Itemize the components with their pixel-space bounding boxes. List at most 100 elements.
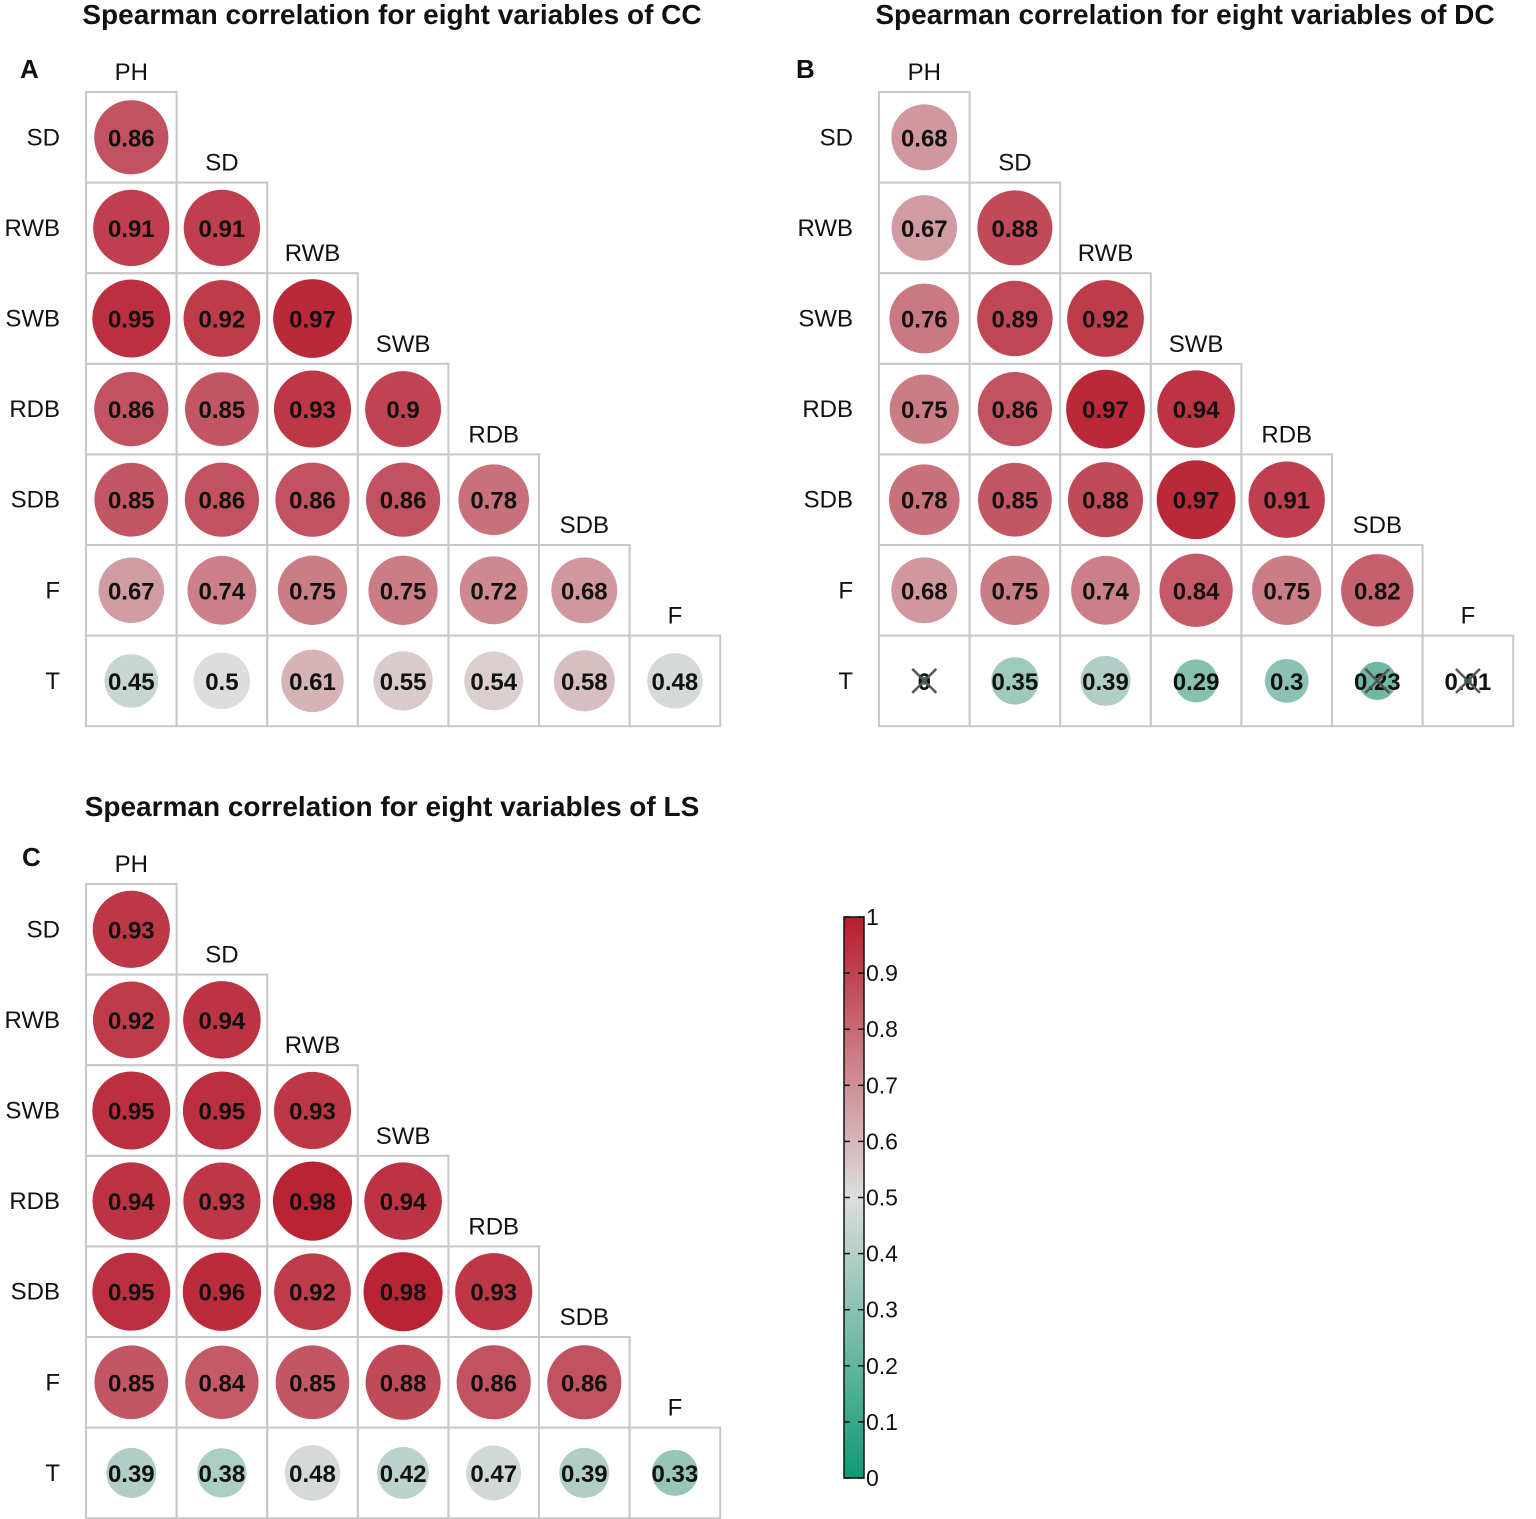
correlation-value: 0.98 — [289, 1189, 336, 1216]
correlation-value: 0.82 — [1354, 578, 1401, 605]
correlation-value: 0.75 — [1263, 578, 1310, 605]
correlation-value: 0.86 — [470, 1370, 517, 1397]
column-label-swb: SWB — [376, 331, 431, 358]
correlation-value: 0.92 — [1082, 307, 1129, 334]
correlation-circle — [185, 372, 259, 446]
correlation-circle — [1248, 461, 1325, 538]
correlation-circle — [1159, 553, 1233, 627]
correlation-circle — [277, 555, 348, 625]
correlation-circle — [92, 279, 171, 358]
correlation-circle — [889, 374, 959, 444]
correlation-circle — [92, 1071, 171, 1150]
row-label-sdb: SDB — [804, 487, 853, 514]
correlation-value: 0.74 — [1082, 578, 1129, 605]
correlation-value: 0.75 — [289, 578, 336, 605]
correlation-circle — [977, 280, 1053, 357]
correlation-circle — [651, 1449, 698, 1496]
column-label-rdb: RDB — [1261, 421, 1312, 448]
correlation-value: 0.91 — [199, 216, 246, 243]
correlation-value: 0.85 — [289, 1370, 336, 1397]
correlation-value: 0.39 — [108, 1461, 155, 1488]
correlation-circle — [1264, 658, 1309, 703]
row-label-t: T — [838, 668, 853, 695]
correlation-circle — [363, 1252, 443, 1332]
correlation-value: 0.86 — [561, 1370, 608, 1397]
insignificant-cross-mark — [911, 668, 938, 694]
correlation-value: 0.58 — [561, 669, 608, 696]
correlation-circle — [93, 189, 170, 267]
correlation-value: 0.85 — [199, 397, 246, 424]
correlation-value: 0.93 — [470, 1280, 517, 1307]
insignificant-cross-mark — [1364, 668, 1391, 694]
column-label-sdb: SDB — [1353, 512, 1402, 539]
correlation-value: 0.86 — [108, 125, 155, 152]
correlation-value: 0.54 — [470, 669, 517, 696]
column-label-swb: SWB — [376, 1123, 431, 1150]
correlation-value: 0.94 — [199, 1008, 246, 1035]
column-label-sd: SD — [205, 942, 238, 969]
correlation-value: 0.88 — [380, 1370, 427, 1397]
column-label-f: F — [668, 1395, 683, 1422]
row-label-rwb: RWB — [797, 215, 853, 242]
matrix-cell — [1421, 634, 1515, 728]
row-label-rdb: RDB — [9, 396, 60, 423]
matrix-cell — [628, 1426, 722, 1519]
row-label-rdb: RDB — [9, 1188, 60, 1215]
correlation-value: 0.95 — [108, 1280, 155, 1307]
panel-a-matrix: SD 0.86 PH RWB 0.91 0.91 SD SWB 0.95 0.92 0.97 RWB R… — [4, 59, 722, 728]
correlation-circle — [891, 104, 958, 171]
correlation-value: 0.86 — [380, 488, 427, 515]
matrix-cell — [628, 634, 722, 728]
correlation-value: 0.97 — [1082, 397, 1129, 424]
correlation-circle — [551, 557, 618, 624]
column-label-rdb: RDB — [468, 1213, 519, 1240]
correlation-circle — [1174, 659, 1218, 703]
correlation-value: 0.33 — [652, 1461, 699, 1488]
colorbar-tick-label: 0.5 — [866, 1185, 898, 1211]
correlation-circle — [104, 654, 159, 708]
correlation-circle — [458, 464, 530, 536]
correlation-value: 0.84 — [199, 1370, 246, 1397]
row-label-t: T — [45, 1460, 60, 1487]
correlation-value: 0.86 — [199, 488, 246, 515]
correlation-value: 0.9 — [386, 397, 419, 424]
colorbar-tick-label: 0.7 — [866, 1072, 898, 1098]
panel-b-matrix: SD 0.68 PH RWB 0.67 0.88 SD SWB 0.76 0.89 0.92 RWB R… — [797, 59, 1515, 728]
correlation-value: 0.97 — [289, 307, 336, 334]
column-label-rdb: RDB — [468, 421, 519, 448]
correlation-value: 0.75 — [992, 578, 1039, 605]
correlation-value: 0.35 — [992, 669, 1039, 696]
row-label-rdb: RDB — [802, 396, 853, 423]
correlation-value: 0.93 — [108, 917, 155, 944]
correlation-circle — [647, 653, 703, 709]
column-label-f: F — [668, 603, 683, 630]
correlation-circle — [92, 981, 170, 1059]
row-label-f: F — [838, 577, 853, 604]
correlation-circle — [273, 279, 352, 358]
colorbar-tick-label: 0 — [866, 1465, 879, 1491]
correlation-value: 0.67 — [108, 578, 155, 605]
row-label-sd: SD — [27, 124, 60, 151]
correlation-circle — [559, 1447, 610, 1498]
column-label-ph: PH — [115, 851, 148, 878]
panel-a-title: Spearman correlation for eight variables… — [82, 0, 701, 30]
correlation-value: 0.72 — [470, 578, 517, 605]
correlation-circle — [1341, 554, 1414, 627]
correlation-circle — [274, 1253, 351, 1331]
correlation-value: 0.75 — [380, 578, 427, 605]
correlation-circle — [185, 1345, 259, 1419]
correlation-value: 0.91 — [1263, 488, 1310, 515]
correlation-value: 0.68 — [901, 125, 948, 152]
correlation-circle — [272, 1161, 353, 1241]
row-label-swb: SWB — [798, 306, 853, 333]
panel-b-letter: B — [796, 54, 815, 84]
correlation-circle — [94, 1345, 169, 1420]
correlation-circle — [977, 190, 1053, 266]
correlation-circle — [1156, 460, 1236, 540]
correlation-circle — [547, 1345, 622, 1420]
correlation-value: 0.93 — [199, 1189, 246, 1216]
correlation-circle — [1066, 369, 1145, 449]
correlation-circle — [466, 1445, 522, 1501]
correlation-circle — [183, 280, 261, 357]
correlation-value: 0.86 — [289, 488, 336, 515]
